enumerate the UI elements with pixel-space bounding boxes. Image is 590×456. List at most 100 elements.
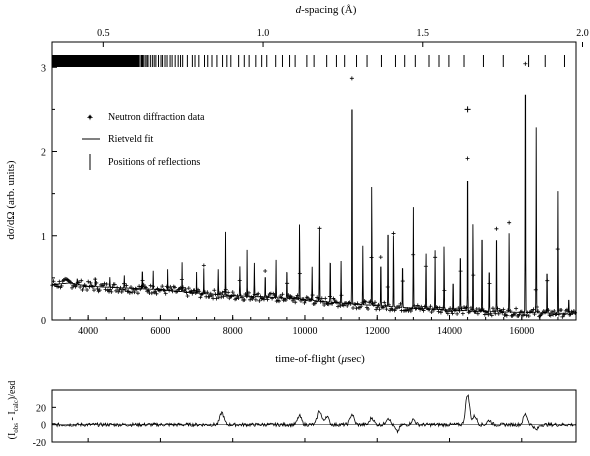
data-point — [90, 284, 95, 289]
data-point — [438, 310, 443, 315]
data-point — [412, 303, 417, 308]
data-point — [351, 305, 356, 310]
data-point — [436, 309, 441, 314]
data-point — [382, 300, 387, 305]
data-point — [135, 291, 140, 296]
data-point — [237, 278, 242, 283]
data-point — [146, 288, 151, 293]
main-plot-frame — [51, 41, 577, 321]
top-tick-label: 1.5 — [417, 28, 430, 39]
x-tick-label: 6000 — [150, 326, 170, 337]
data-point — [76, 280, 81, 285]
data-point — [377, 307, 382, 312]
data-point — [414, 306, 419, 311]
data-point — [397, 305, 402, 310]
data-point — [235, 293, 240, 298]
data-point — [270, 296, 275, 301]
data-point — [555, 247, 560, 252]
data-point — [97, 288, 102, 293]
data-point — [218, 291, 223, 296]
data-point — [366, 306, 371, 311]
data-point — [458, 269, 463, 274]
residual-path — [51, 394, 577, 434]
residual-plot-frame — [51, 389, 577, 443]
data-point — [179, 277, 184, 282]
data-point — [292, 296, 297, 301]
data-point — [453, 307, 458, 312]
data-point — [186, 286, 191, 291]
data-point — [163, 291, 168, 296]
data-point — [194, 289, 199, 294]
data-point — [190, 291, 195, 296]
data-point — [246, 290, 251, 295]
data-point — [286, 293, 291, 298]
data-point — [265, 297, 270, 302]
data-point — [170, 289, 175, 294]
data-point — [209, 293, 214, 298]
rietveld-fit-line — [52, 94, 576, 314]
data-point — [118, 285, 123, 290]
data-point — [428, 304, 433, 309]
data-point — [505, 308, 510, 313]
data-point — [200, 291, 205, 296]
data-point — [221, 294, 226, 299]
data-point — [310, 293, 315, 298]
data-point — [400, 279, 405, 284]
data-point — [327, 294, 332, 299]
data-point — [160, 284, 165, 289]
data-point — [123, 287, 128, 292]
data-point — [112, 282, 117, 287]
x-tick-label: 12000 — [365, 326, 390, 337]
data-point — [144, 285, 149, 290]
data-point — [279, 295, 284, 300]
data-point — [178, 285, 183, 290]
data-point — [148, 283, 153, 288]
data-point — [353, 302, 358, 307]
data-point — [192, 288, 197, 293]
data-point — [236, 296, 241, 301]
data-point — [429, 310, 434, 315]
data-point — [559, 307, 564, 312]
data-point — [465, 156, 470, 161]
data-point — [475, 311, 480, 316]
data-point — [384, 307, 389, 312]
data-point — [546, 308, 551, 313]
data-point — [419, 304, 424, 309]
legend-data-dot — [88, 115, 92, 119]
data-point — [391, 231, 396, 236]
data-point — [526, 314, 531, 319]
data-point — [423, 264, 428, 269]
y-axis-title-main: dσ/dΩ (arb. units) — [5, 160, 17, 240]
data-point — [93, 277, 98, 282]
data-point — [215, 292, 220, 297]
data-point — [385, 284, 390, 289]
data-point — [339, 293, 344, 298]
data-point — [496, 311, 501, 316]
data-point — [544, 309, 549, 314]
data-point — [293, 300, 298, 305]
data-point — [153, 289, 158, 294]
data-point — [181, 285, 186, 290]
data-point — [219, 295, 224, 300]
data-point — [229, 294, 234, 299]
data-point — [335, 304, 340, 309]
data-point — [102, 281, 107, 286]
data-point — [283, 297, 288, 302]
data-point — [201, 263, 206, 268]
data-point — [359, 304, 364, 309]
data-point — [487, 281, 492, 286]
data-point — [226, 290, 231, 295]
data-point — [320, 299, 325, 304]
data-point — [122, 281, 127, 286]
top-tick-label: 1.0 — [257, 28, 270, 39]
data-point — [345, 303, 350, 308]
data-point — [456, 306, 461, 311]
data-point — [104, 282, 109, 287]
data-point — [494, 226, 499, 231]
data-point — [79, 278, 84, 283]
y-tick-label: 3 — [41, 63, 46, 74]
data-point — [473, 309, 478, 314]
data-point — [132, 290, 137, 295]
data-point — [234, 296, 239, 301]
reflection-dense-block — [52, 55, 139, 67]
